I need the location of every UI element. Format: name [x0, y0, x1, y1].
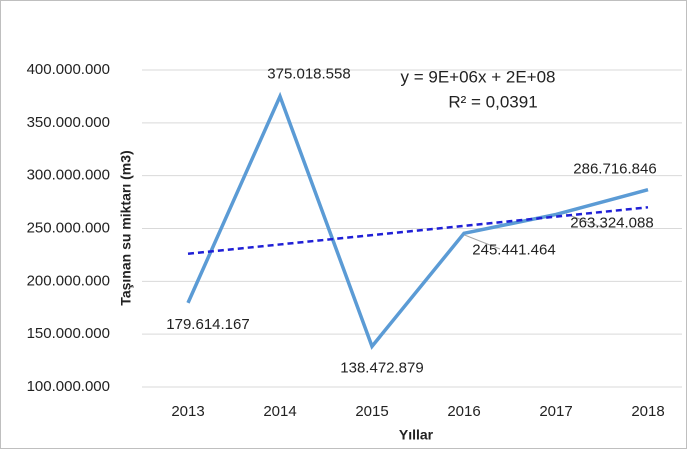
trend-equation: y = 9E+06x + 2E+08	[400, 67, 555, 86]
y-tick-label: 250.000.000	[27, 219, 110, 236]
y-tick-label: 150.000.000	[27, 325, 110, 342]
trend-r-squared: R² = 0,0391	[448, 92, 537, 111]
x-tick-label: 2014	[263, 403, 296, 420]
data-label: 263.324.088	[570, 214, 653, 231]
data-label: 138.472.879	[340, 359, 423, 376]
leader-line	[461, 233, 501, 250]
y-tick-label: 400.000.000	[27, 61, 110, 78]
data-label: 375.018.558	[267, 65, 350, 82]
y-tick-label: 300.000.000	[27, 167, 110, 184]
data-label: 245.441.464	[472, 241, 555, 258]
x-tick-label: 2015	[355, 403, 388, 420]
trend-line	[187, 206, 649, 255]
data-line	[186, 91, 649, 350]
x-tick-label: 2017	[539, 403, 572, 420]
x-tick-label: 2013	[171, 403, 204, 420]
data-label: 179.614.167	[166, 316, 249, 333]
x-tick-label: 2016	[447, 403, 480, 420]
leader-line	[565, 213, 605, 229]
x-tick-label: 2018	[631, 403, 664, 420]
y-tick-label: 200.000.000	[27, 272, 110, 289]
y-tick-label: 350.000.000	[27, 114, 110, 131]
y-tick-label: 100.000.000	[27, 378, 110, 395]
data-label: 286.716.846	[573, 161, 656, 178]
x-axis-title: Yıllar	[399, 427, 434, 443]
y-axis-title: Taşınan su miktarı (m3)	[118, 150, 134, 305]
